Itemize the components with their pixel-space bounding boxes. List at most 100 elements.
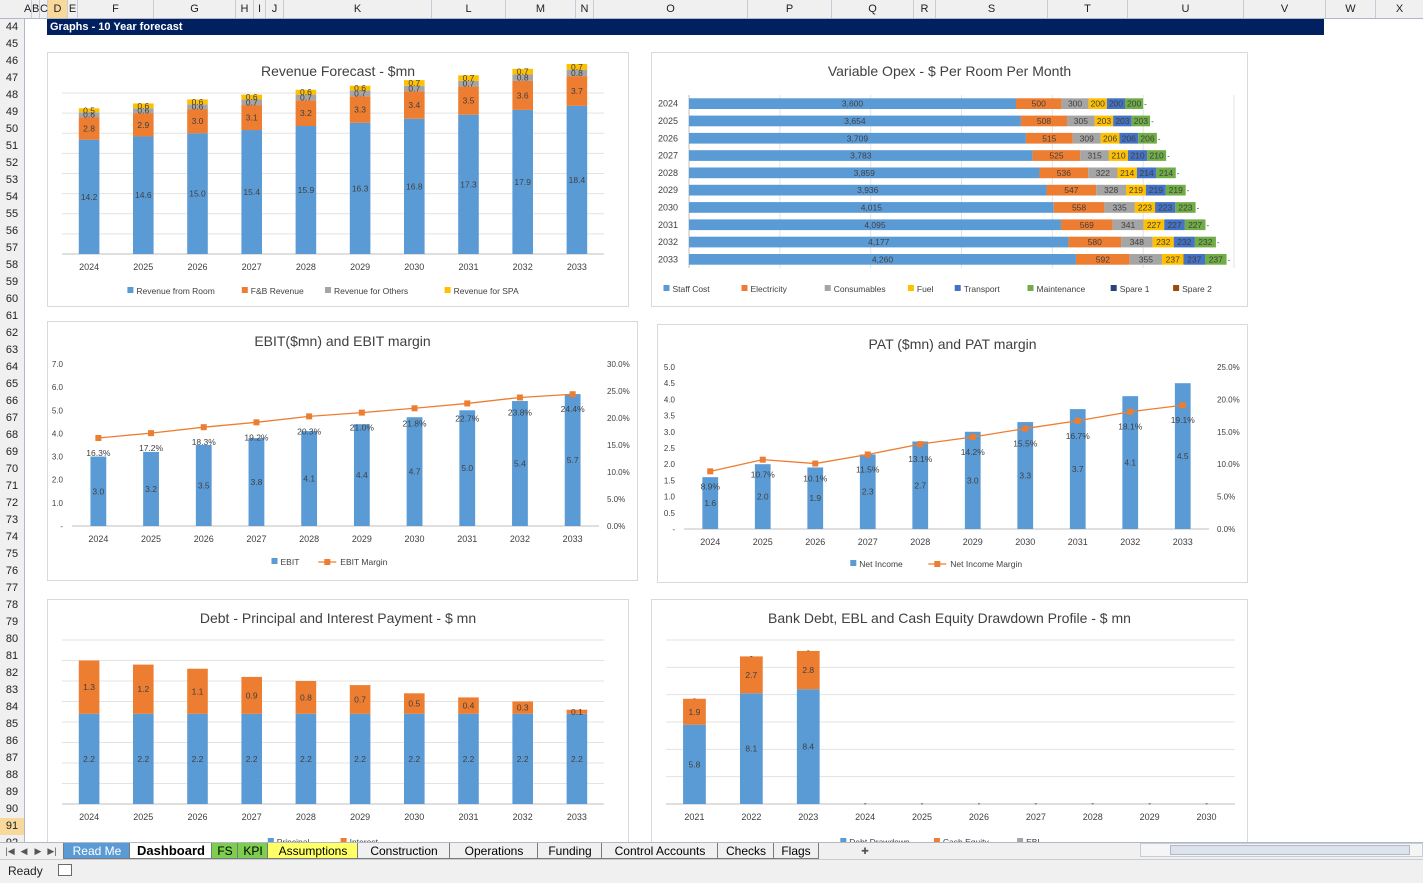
- row-header-47[interactable]: 47: [5, 72, 19, 84]
- column-header-T[interactable]: T: [1048, 0, 1128, 18]
- row-header-63[interactable]: 63: [5, 344, 19, 356]
- variable-opex-chart[interactable]: Variable Opex - $ Per Room Per Month 2024…: [651, 52, 1248, 307]
- data-label: 219: [1129, 185, 1143, 195]
- sheet-tab-flags[interactable]: Flags: [773, 843, 819, 859]
- sheet-tab-funding[interactable]: Funding: [537, 843, 603, 859]
- row-header-62[interactable]: 62: [5, 327, 19, 339]
- revenue-forecast-chart[interactable]: Revenue Forecast - $mn 14.2 2.8 0.6 0.5 2024 1…: [47, 52, 629, 307]
- bar-segment: [241, 713, 262, 804]
- prev-sheet-icon[interactable]: ◀: [20, 846, 28, 856]
- column-header-U[interactable]: U: [1128, 0, 1244, 18]
- column-header-P[interactable]: P: [748, 0, 832, 18]
- row-header-82[interactable]: 82: [5, 667, 19, 679]
- row-header-57[interactable]: 57: [5, 242, 19, 254]
- row-header-53[interactable]: 53: [5, 174, 19, 186]
- row-header-86[interactable]: 86: [5, 735, 19, 747]
- row-header-91[interactable]: 91: [0, 818, 24, 835]
- row-header-75[interactable]: 75: [5, 548, 19, 560]
- row-header-73[interactable]: 73: [5, 514, 19, 526]
- row-header-48[interactable]: 48: [5, 89, 19, 101]
- row-header-72[interactable]: 72: [5, 497, 19, 509]
- row-header-44[interactable]: 44: [5, 21, 19, 33]
- pat-chart[interactable]: PAT ($mn) and PAT margin - 0.5 1.0 1.5 2.0 2.5…: [657, 324, 1248, 583]
- row-header-83[interactable]: 83: [5, 684, 19, 696]
- row-header-52[interactable]: 52: [5, 157, 19, 169]
- macro-record-icon[interactable]: [58, 864, 72, 876]
- row-header-45[interactable]: 45: [5, 38, 19, 50]
- row-header-67[interactable]: 67: [5, 412, 19, 424]
- sheet-tab-operations[interactable]: Operations: [449, 843, 539, 859]
- first-sheet-icon[interactable]: |◀: [5, 846, 15, 856]
- row-header-80[interactable]: 80: [5, 633, 19, 645]
- column-header-A[interactable]: A: [24, 0, 32, 18]
- last-sheet-icon[interactable]: ▶|: [47, 846, 57, 856]
- column-header-L[interactable]: L: [432, 0, 506, 18]
- column-header-E[interactable]: E: [68, 0, 78, 18]
- row-header-78[interactable]: 78: [5, 599, 19, 611]
- row-header-89[interactable]: 89: [5, 786, 19, 798]
- column-header-F[interactable]: F: [78, 0, 154, 18]
- column-header-X[interactable]: X: [1376, 0, 1423, 18]
- row-header-51[interactable]: 51: [5, 140, 19, 152]
- column-header-K[interactable]: K: [284, 0, 432, 18]
- row-header-59[interactable]: 59: [5, 276, 19, 288]
- row-header-58[interactable]: 58: [5, 259, 19, 271]
- row-header-85[interactable]: 85: [5, 718, 19, 730]
- sheet-tab-fs[interactable]: FS: [211, 843, 239, 859]
- tick-label: 2033: [1173, 537, 1193, 547]
- row-header-46[interactable]: 46: [5, 55, 19, 67]
- row-header-90[interactable]: 90: [5, 803, 19, 815]
- drawdown-profile-chart[interactable]: Bank Debt, EBL and Cash Equity Drawdown …: [651, 599, 1248, 844]
- column-header-W[interactable]: W: [1326, 0, 1376, 18]
- row-header-66[interactable]: 66: [5, 395, 19, 407]
- column-header-B[interactable]: B: [32, 0, 40, 18]
- row-header-70[interactable]: 70: [5, 463, 19, 475]
- column-header-G[interactable]: G: [154, 0, 236, 18]
- column-header-S[interactable]: S: [936, 0, 1048, 18]
- debt-payment-chart[interactable]: Debt - Principal and Interest Payment - …: [47, 599, 629, 844]
- row-header-50[interactable]: 50: [5, 123, 19, 135]
- row-header-84[interactable]: 84: [5, 701, 19, 713]
- sheet-tab-kpi[interactable]: KPI: [237, 843, 269, 859]
- column-header-M[interactable]: M: [506, 0, 576, 18]
- row-header-74[interactable]: 74: [5, 531, 19, 543]
- row-header-81[interactable]: 81: [5, 650, 19, 662]
- column-header-Q[interactable]: Q: [832, 0, 914, 18]
- row-header-87[interactable]: 87: [5, 752, 19, 764]
- row-header-79[interactable]: 79: [5, 616, 19, 628]
- row-header-77[interactable]: 77: [5, 582, 19, 594]
- ebit-chart[interactable]: EBIT($mn) and EBIT margin - 1.0 2.0 3.0 4.0 5.…: [47, 321, 638, 581]
- column-header-O[interactable]: O: [594, 0, 748, 18]
- column-header-H[interactable]: H: [236, 0, 254, 18]
- column-header-J[interactable]: J: [266, 0, 284, 18]
- row-header-54[interactable]: 54: [5, 191, 19, 203]
- row-header-88[interactable]: 88: [5, 769, 19, 781]
- column-header-N[interactable]: N: [576, 0, 594, 18]
- column-header-C[interactable]: C: [40, 0, 48, 18]
- next-sheet-icon[interactable]: ▶: [34, 846, 42, 856]
- row-header-56[interactable]: 56: [5, 225, 19, 237]
- insert-sheet-icon[interactable]: ✚: [861, 846, 869, 856]
- sheet-tab-dashboard[interactable]: Dashboard: [129, 843, 213, 859]
- row-header-65[interactable]: 65: [5, 378, 19, 390]
- sheet-tab-checks[interactable]: Checks: [717, 843, 775, 859]
- tick-label: 2028: [1083, 812, 1103, 822]
- sheet-tab-construction[interactable]: Construction: [357, 843, 451, 859]
- column-header-I[interactable]: I: [254, 0, 266, 18]
- row-header-61[interactable]: 61: [5, 310, 19, 322]
- sheet-tab-control-accounts[interactable]: Control Accounts: [601, 843, 719, 859]
- sheet-tab-read-me[interactable]: Read Me: [63, 843, 131, 859]
- row-header-76[interactable]: 76: [5, 565, 19, 577]
- row-header-68[interactable]: 68: [5, 429, 19, 441]
- sheet-tab-assumptions[interactable]: Assumptions: [267, 843, 359, 859]
- column-header-D[interactable]: D: [48, 0, 68, 18]
- scrollbar-thumb[interactable]: [1170, 845, 1410, 855]
- row-header-60[interactable]: 60: [5, 293, 19, 305]
- row-header-64[interactable]: 64: [5, 361, 19, 373]
- row-header-71[interactable]: 71: [5, 480, 19, 492]
- row-header-55[interactable]: 55: [5, 208, 19, 220]
- row-header-69[interactable]: 69: [5, 446, 19, 458]
- column-header-V[interactable]: V: [1244, 0, 1326, 18]
- column-header-R[interactable]: R: [914, 0, 936, 18]
- row-header-49[interactable]: 49: [5, 106, 19, 118]
